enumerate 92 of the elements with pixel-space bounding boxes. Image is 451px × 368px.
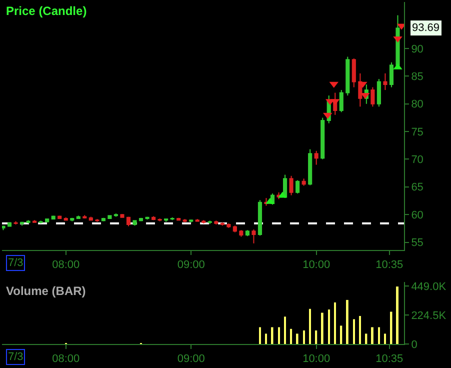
candlestick (182, 218, 187, 223)
bar (315, 330, 318, 344)
candlestick (95, 218, 100, 222)
candlestick (308, 148, 312, 186)
y-tick-label: 80 (411, 98, 424, 111)
y-tick-label: 65 (411, 182, 424, 194)
bar (328, 310, 330, 344)
x-tick-label: 10:35 (376, 259, 404, 272)
candlestick (20, 221, 24, 226)
candlestick (370, 86, 375, 108)
candlestick (45, 218, 50, 223)
x-tick-label: 08:00 (52, 353, 80, 366)
x-tick-label: 09:00 (177, 353, 205, 366)
candlestick (389, 62, 394, 88)
candlestick (239, 230, 244, 238)
x-tick-label: 09:00 (177, 259, 205, 272)
bar (278, 327, 280, 344)
candlestick (58, 215, 62, 220)
bar (390, 312, 392, 344)
candlestick (76, 215, 80, 220)
bar (340, 326, 342, 344)
y-tick-label: 449.0K (411, 280, 447, 293)
candlestick (32, 220, 37, 224)
candlestick (132, 220, 137, 226)
candlestick (320, 117, 325, 160)
candlestick (296, 180, 300, 194)
candlestick (164, 218, 168, 222)
bar (309, 308, 311, 344)
candlestick (346, 56, 350, 96)
candlestick (339, 90, 344, 113)
bar (290, 328, 292, 344)
y-tick-label: 75 (411, 126, 424, 138)
bar (334, 302, 336, 344)
x-tick-label: 08:00 (52, 259, 80, 272)
candlestick (26, 220, 30, 224)
y-tick-label: 85 (411, 71, 424, 84)
bar (296, 334, 298, 344)
text: 7/3 (8, 257, 24, 269)
candlestick (383, 72, 388, 91)
candlestick (202, 220, 206, 224)
candlestick (226, 222, 231, 228)
bar (321, 312, 324, 344)
bar (259, 327, 261, 344)
candlestick (145, 216, 150, 220)
chart-title: Volume (BAR) (6, 284, 86, 298)
candlestick (352, 58, 356, 88)
candlestick (232, 225, 237, 233)
x-tick-label: 10:00 (302, 259, 330, 272)
bar (396, 286, 398, 344)
candlestick (289, 175, 294, 196)
candlestick (114, 212, 118, 218)
candlestick (108, 214, 112, 220)
candlestick (245, 230, 250, 237)
y-tick-label: 55 (411, 237, 424, 250)
candlestick (208, 220, 212, 224)
bar (371, 327, 374, 344)
candlestick (152, 216, 156, 221)
candlestick (252, 229, 256, 244)
bar (365, 334, 368, 344)
bar (378, 327, 380, 344)
y-tick-label: 0 (411, 338, 418, 351)
x-tick-label: 10:00 (302, 353, 330, 366)
candlestick (82, 214, 87, 219)
bar (353, 319, 355, 344)
candlestick (14, 220, 18, 226)
candlestick (38, 220, 43, 224)
bar (384, 334, 386, 344)
candlestick (302, 178, 306, 186)
candlestick (2, 225, 6, 231)
y-tick-label: 224.5K (411, 310, 447, 322)
candlestick (195, 218, 200, 222)
text: 7/3 (8, 351, 24, 363)
candlestick (314, 150, 318, 166)
candlestick (189, 219, 194, 223)
candlestick (126, 216, 131, 227)
candlestick (120, 214, 124, 218)
bar (346, 300, 348, 344)
y-tick-label: 60 (411, 209, 424, 222)
bar (271, 327, 274, 344)
bar (359, 316, 361, 344)
candlestick (214, 220, 218, 226)
y-tick-label: 90 (411, 43, 424, 56)
candlestick (376, 78, 381, 108)
y-tick-label: 70 (411, 154, 424, 166)
bar (265, 334, 267, 344)
candlestick (258, 200, 262, 236)
chart-title: Price (Candle) (6, 4, 87, 18)
annotation: 93.69 (412, 22, 440, 34)
bar (303, 330, 305, 344)
x-tick-label: 10:35 (376, 353, 404, 366)
candlestick (51, 215, 56, 220)
bar (284, 316, 286, 344)
